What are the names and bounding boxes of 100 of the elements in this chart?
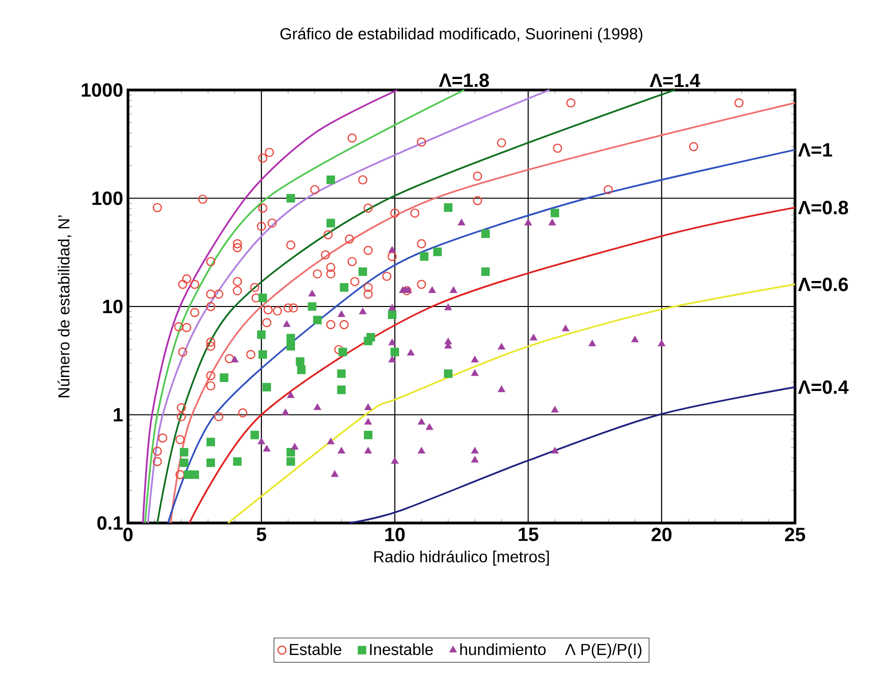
point bbox=[364, 430, 372, 440]
x-axis-title: Radio hidráulico [metros] bbox=[374, 550, 549, 566]
point bbox=[337, 386, 346, 394]
point bbox=[286, 342, 296, 350]
point bbox=[287, 391, 294, 398]
legend-label: Inestable bbox=[370, 643, 433, 656]
x-tick-label: 10 bbox=[385, 528, 405, 542]
point bbox=[180, 458, 188, 468]
point bbox=[282, 408, 290, 416]
point bbox=[450, 286, 458, 293]
point bbox=[297, 366, 306, 374]
point bbox=[286, 194, 296, 203]
point bbox=[444, 304, 452, 310]
point bbox=[313, 316, 322, 324]
point bbox=[388, 356, 396, 362]
point bbox=[190, 470, 199, 479]
point bbox=[258, 350, 268, 359]
point bbox=[471, 456, 479, 463]
y-tick-label: 10 bbox=[103, 300, 122, 314]
point bbox=[588, 340, 596, 346]
point bbox=[206, 438, 215, 446]
point bbox=[481, 229, 490, 238]
point bbox=[340, 283, 348, 292]
point bbox=[337, 369, 346, 378]
point bbox=[548, 218, 556, 226]
y-axis-title: Número de estabilidad, N’ bbox=[58, 215, 72, 398]
point bbox=[257, 330, 266, 339]
point bbox=[471, 356, 479, 362]
series-label: Λ=0.6 bbox=[798, 278, 848, 292]
point bbox=[286, 457, 296, 466]
line-series bbox=[144, 89, 466, 524]
line-series bbox=[348, 386, 796, 524]
point bbox=[471, 369, 479, 376]
point bbox=[338, 310, 346, 317]
y-tick-label: 1 bbox=[114, 408, 123, 422]
series-label: Λ=1.8 bbox=[438, 73, 489, 88]
series-label: Λ=0.4 bbox=[798, 380, 849, 394]
point bbox=[444, 203, 452, 212]
point bbox=[444, 369, 452, 378]
point bbox=[263, 444, 270, 452]
point bbox=[283, 320, 290, 327]
point bbox=[481, 267, 490, 276]
point bbox=[428, 286, 436, 293]
point bbox=[359, 308, 367, 314]
point bbox=[562, 324, 570, 332]
point bbox=[418, 418, 426, 425]
point bbox=[326, 176, 336, 184]
point bbox=[291, 443, 298, 450]
point bbox=[498, 343, 506, 350]
point bbox=[358, 267, 368, 276]
point bbox=[658, 340, 666, 346]
point bbox=[498, 386, 506, 392]
point bbox=[331, 470, 339, 477]
point bbox=[471, 446, 479, 454]
point bbox=[206, 458, 215, 468]
x-tick-label: 15 bbox=[518, 528, 538, 542]
point bbox=[458, 218, 466, 226]
point bbox=[364, 446, 372, 454]
line-series bbox=[188, 206, 796, 524]
series-label: Λ=1.4 bbox=[650, 74, 700, 88]
point bbox=[308, 290, 316, 296]
point bbox=[338, 446, 346, 454]
point bbox=[388, 246, 396, 253]
series-label: Λ=1 bbox=[798, 143, 832, 156]
line-series bbox=[227, 284, 796, 524]
text: Λ P(E)/P(I) bbox=[565, 643, 642, 658]
point bbox=[388, 310, 396, 319]
point bbox=[180, 448, 188, 457]
point bbox=[326, 218, 336, 228]
point bbox=[631, 336, 639, 342]
x-tick-label: 5 bbox=[256, 528, 266, 542]
legend-label: Estable bbox=[290, 643, 342, 656]
point bbox=[250, 430, 259, 440]
point bbox=[551, 406, 559, 413]
point bbox=[530, 334, 538, 340]
point bbox=[364, 404, 372, 410]
point bbox=[327, 438, 335, 444]
point bbox=[407, 348, 415, 356]
point bbox=[426, 423, 434, 430]
point bbox=[286, 448, 296, 457]
point bbox=[433, 248, 442, 256]
legend-label: hundimiento bbox=[460, 643, 546, 656]
y-tick-label: 0.1 bbox=[97, 516, 123, 530]
chart-title: Gráfico de estabilidad modificado, Suorineni (1998) bbox=[280, 28, 642, 43]
series-label: Λ=0.8 bbox=[798, 200, 848, 214]
x-tick-label: 0 bbox=[123, 528, 133, 542]
line-series bbox=[147, 89, 550, 524]
point bbox=[390, 348, 400, 356]
point bbox=[220, 373, 228, 382]
point bbox=[551, 446, 559, 454]
point bbox=[364, 336, 372, 346]
line-series bbox=[156, 89, 676, 524]
point bbox=[420, 252, 428, 261]
point bbox=[364, 418, 372, 425]
y-tick-label: 1000 bbox=[82, 83, 122, 97]
point bbox=[388, 304, 396, 311]
point bbox=[391, 457, 399, 464]
point bbox=[296, 357, 304, 366]
x-tick-label: 20 bbox=[652, 528, 672, 542]
point bbox=[314, 404, 322, 410]
